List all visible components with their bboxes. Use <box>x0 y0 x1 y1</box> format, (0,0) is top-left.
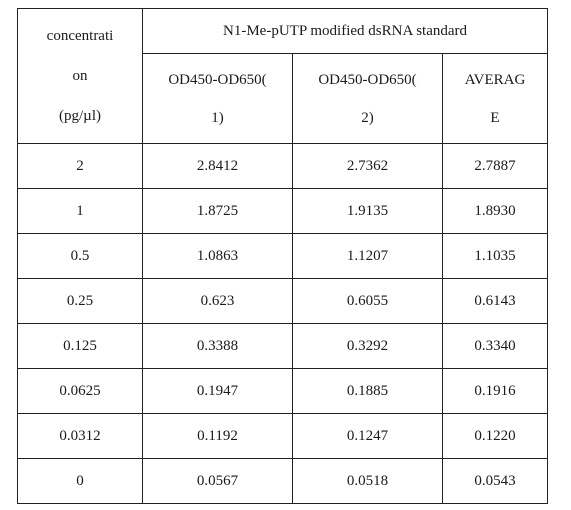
table-row: 0.25 0.623 0.6055 0.6143 <box>17 278 549 324</box>
concentration-cell: 0.0312 <box>17 413 143 459</box>
header-row-columns: OD450-OD650( 1) OD450-OD650( 2) AVERAG E <box>18 53 549 144</box>
column-header-line: E <box>490 109 500 126</box>
concentration-header-line: (pg/µl) <box>59 108 101 124</box>
table-row: 0.125 0.3388 0.3292 0.3340 <box>17 323 549 369</box>
column-header-line: OD450-OD650( <box>318 71 417 88</box>
table-row: 0 0.0567 0.0518 0.0543 <box>17 458 549 504</box>
table-row: 2 2.8412 2.7362 2.7887 <box>17 143 549 189</box>
dsrna-standard-table: concentrati on (pg/µl) N1-Me-pUTP modifi… <box>17 7 549 504</box>
table-row: 0.0312 0.1192 0.1247 0.1220 <box>17 413 549 459</box>
od2-cell: 1.1207 <box>292 233 443 279</box>
od2-cell: 2.7362 <box>292 143 443 189</box>
od2-cell: 0.1885 <box>292 368 443 414</box>
concentration-cell: 1 <box>17 188 143 234</box>
od1-cell: 0.1947 <box>142 368 293 414</box>
od2-cell: 0.1247 <box>292 413 443 459</box>
column-header-od2: OD450-OD650( 2) <box>292 53 443 144</box>
column-header-line: 2) <box>361 109 374 126</box>
column-header-line: AVERAG <box>464 71 526 88</box>
od1-cell: 2.8412 <box>142 143 293 189</box>
concentration-cell: 0.0625 <box>17 368 143 414</box>
average-cell: 0.1916 <box>441 368 549 414</box>
concentration-cell: 2 <box>17 143 143 189</box>
od1-cell: 0.1192 <box>142 413 293 459</box>
od1-cell: 0.0567 <box>142 458 293 504</box>
od2-cell: 0.6055 <box>292 278 443 324</box>
average-cell: 2.7887 <box>441 143 549 189</box>
column-header-line: 1) <box>211 109 224 126</box>
od1-cell: 1.0863 <box>142 233 293 279</box>
table-row: 0.0625 0.1947 0.1885 0.1916 <box>17 368 549 414</box>
od2-cell: 1.9135 <box>292 188 443 234</box>
table-row: 0.5 1.0863 1.1207 1.1035 <box>17 233 549 279</box>
concentration-header: concentrati on (pg/µl) <box>17 8 143 144</box>
concentration-header-line: concentrati <box>46 28 114 44</box>
header-row-top: concentrati on (pg/µl) N1-Me-pUTP modifi… <box>17 7 549 144</box>
od1-cell: 0.3388 <box>142 323 293 369</box>
column-header-average: AVERAG E <box>441 53 549 144</box>
average-cell: 0.3340 <box>441 323 549 369</box>
average-cell: 1.1035 <box>441 233 549 279</box>
concentration-cell: 0.125 <box>17 323 143 369</box>
column-header-od1: OD450-OD650( 1) <box>142 53 293 144</box>
average-cell: 0.6143 <box>441 278 549 324</box>
concentration-header-line: on <box>72 68 88 84</box>
od1-cell: 0.623 <box>142 278 293 324</box>
average-cell: 0.1220 <box>441 413 549 459</box>
od2-cell: 0.3292 <box>292 323 443 369</box>
concentration-cell: 0.5 <box>17 233 143 279</box>
table-row: 1 1.8725 1.9135 1.8930 <box>17 188 549 234</box>
average-cell: 1.8930 <box>441 188 549 234</box>
od2-cell: 0.0518 <box>292 458 443 504</box>
concentration-cell: 0 <box>17 458 143 504</box>
column-header-line: OD450-OD650( <box>168 71 267 88</box>
average-cell: 0.0543 <box>441 458 549 504</box>
concentration-cell: 0.25 <box>17 278 143 324</box>
group-title-header: N1-Me-pUTP modified dsRNA standard <box>141 7 549 55</box>
od1-cell: 1.8725 <box>142 188 293 234</box>
